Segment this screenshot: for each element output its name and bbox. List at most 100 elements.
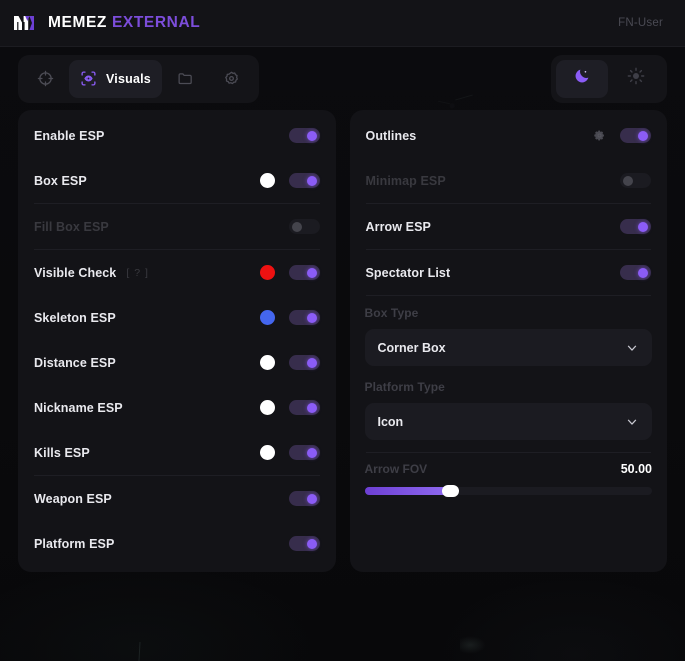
platform-type-value: Icon xyxy=(377,414,404,429)
row-platform-esp[interactable]: Platform ESP xyxy=(19,521,335,566)
row-visible-check[interactable]: Visible Check [ ? ] xyxy=(19,250,335,295)
toggle-platform-esp[interactable] xyxy=(288,536,320,551)
color-swatch-box-esp[interactable] xyxy=(259,173,275,188)
crosshair-target-icon xyxy=(37,70,54,87)
help-hint-icon[interactable]: [ ? ] xyxy=(126,266,149,279)
toggle-spectator-list[interactable] xyxy=(620,265,651,280)
row-label: Nickname ESP xyxy=(34,400,123,415)
right-panel: Outlines Minimap ESP xyxy=(349,110,668,572)
toolbar: Visuals xyxy=(0,47,685,110)
toggle-visible-check[interactable] xyxy=(288,265,320,280)
row-kills-esp[interactable]: Kills ESP xyxy=(19,430,335,475)
section-platform-type: Platform Type Icon xyxy=(350,370,668,444)
row-divider xyxy=(34,203,320,204)
tab-aimbot[interactable] xyxy=(23,60,67,98)
row-spectator-list[interactable]: Spectator List xyxy=(351,250,667,295)
row-enable-esp[interactable]: Enable ESP xyxy=(19,113,335,158)
arrow-fov-label: Arrow FOV xyxy=(364,462,428,476)
brand-primary: MEMEZ xyxy=(48,14,107,31)
row-label: Distance ESP xyxy=(34,355,116,370)
chevron-down-icon xyxy=(625,415,639,429)
row-label: Enable ESP xyxy=(34,128,105,143)
left-panel: Enable ESP Box ESP Fill Box ESP xyxy=(18,110,336,572)
folder-icon xyxy=(177,70,194,87)
theme-dark-button[interactable] xyxy=(556,59,608,98)
row-box-esp[interactable]: Box ESP xyxy=(19,158,335,203)
row-weapon-esp[interactable]: Weapon ESP xyxy=(19,476,335,521)
toggle-weapon-esp[interactable] xyxy=(288,491,320,506)
arrow-fov-value: 50.00 xyxy=(620,462,652,476)
row-outlines[interactable]: Outlines xyxy=(351,113,667,158)
color-swatch-kills-esp[interactable] xyxy=(259,445,275,460)
memez-m-logo-icon xyxy=(12,10,38,36)
toggle-fill-box-esp[interactable] xyxy=(288,219,320,234)
row-label: Arrow ESP xyxy=(365,219,431,234)
row-arrow-esp[interactable]: Arrow ESP xyxy=(351,204,667,249)
color-swatch-visible-check[interactable] xyxy=(259,265,275,280)
row-label: Box ESP xyxy=(34,173,87,188)
theme-toggle-group xyxy=(551,54,667,103)
row-skeleton-esp[interactable]: Skeleton ESP xyxy=(19,295,335,340)
row-divider xyxy=(365,452,651,453)
platform-type-select[interactable]: Icon xyxy=(364,403,652,440)
gear-settings-icon xyxy=(223,70,240,87)
box-type-value: Corner Box xyxy=(377,340,446,355)
box-type-label: Box Type xyxy=(364,306,419,320)
row-divider xyxy=(34,475,320,476)
arrow-fov-slider-fill xyxy=(364,487,451,495)
toggle-arrow-esp[interactable] xyxy=(620,219,651,234)
row-divider xyxy=(365,203,651,204)
toggle-enable-esp[interactable] xyxy=(288,128,320,143)
color-swatch-nickname-esp[interactable] xyxy=(259,400,275,415)
arrow-fov-slider-group: Arrow FOV 50.00 xyxy=(350,453,668,501)
settings-panels: Enable ESP Box ESP Fill Box ESP xyxy=(0,110,685,572)
chevron-down-icon xyxy=(625,341,639,355)
color-swatch-distance-esp[interactable] xyxy=(259,355,275,370)
arrow-fov-slider-track[interactable] xyxy=(364,485,652,497)
toggle-box-esp[interactable] xyxy=(288,173,320,188)
tab-settings[interactable] xyxy=(210,60,254,98)
theme-light-button[interactable] xyxy=(610,60,662,98)
tab-visuals[interactable]: Visuals xyxy=(69,59,162,98)
row-label: Minimap ESP xyxy=(365,173,446,188)
section-box-type: Box Type Corner Box xyxy=(350,296,668,370)
row-divider xyxy=(34,249,320,250)
arrow-fov-slider-thumb[interactable] xyxy=(441,485,459,497)
row-label: Spectator List xyxy=(365,265,451,280)
scan-eye-icon xyxy=(80,70,97,87)
background-artifact xyxy=(460,636,486,654)
toggle-nickname-esp[interactable] xyxy=(288,400,320,415)
toggle-kills-esp[interactable] xyxy=(288,445,320,460)
moon-icon xyxy=(573,67,591,90)
row-nickname-esp[interactable]: Nickname ESP xyxy=(19,385,335,430)
row-label: Platform ESP xyxy=(34,536,115,551)
gear-settings-icon[interactable] xyxy=(593,129,606,142)
row-distance-esp[interactable]: Distance ESP xyxy=(19,340,335,385)
platform-type-label: Platform Type xyxy=(364,380,445,394)
row-label: Kills ESP xyxy=(34,445,90,460)
toggle-outlines[interactable] xyxy=(620,128,651,143)
row-label: Fill Box ESP xyxy=(34,219,109,234)
row-minimap-esp[interactable]: Minimap ESP xyxy=(351,158,667,203)
row-label: Skeleton ESP xyxy=(34,310,116,325)
app-header: MEMEZ EXTERNAL FN-User xyxy=(0,0,685,47)
row-divider xyxy=(365,249,651,250)
toggle-minimap-esp[interactable] xyxy=(620,173,651,188)
row-fill-box-esp[interactable]: Fill Box ESP xyxy=(19,204,335,249)
user-label: FN-User xyxy=(618,17,663,29)
row-label: Weapon ESP xyxy=(34,491,112,506)
tab-configs[interactable] xyxy=(164,60,208,98)
row-label: Outlines xyxy=(365,128,417,143)
row-label: Visible Check xyxy=(34,265,117,280)
color-swatch-skeleton-esp[interactable] xyxy=(259,310,275,325)
toggle-skeleton-esp[interactable] xyxy=(288,310,320,325)
brand-title: MEMEZ EXTERNAL xyxy=(48,14,200,32)
box-type-select[interactable]: Corner Box xyxy=(364,329,652,366)
toggle-distance-esp[interactable] xyxy=(288,355,320,370)
tab-group: Visuals xyxy=(18,54,259,103)
row-divider xyxy=(365,295,651,296)
brand-secondary: EXTERNAL xyxy=(111,14,201,31)
sun-icon xyxy=(627,67,645,90)
tab-visuals-label: Visuals xyxy=(106,71,151,86)
